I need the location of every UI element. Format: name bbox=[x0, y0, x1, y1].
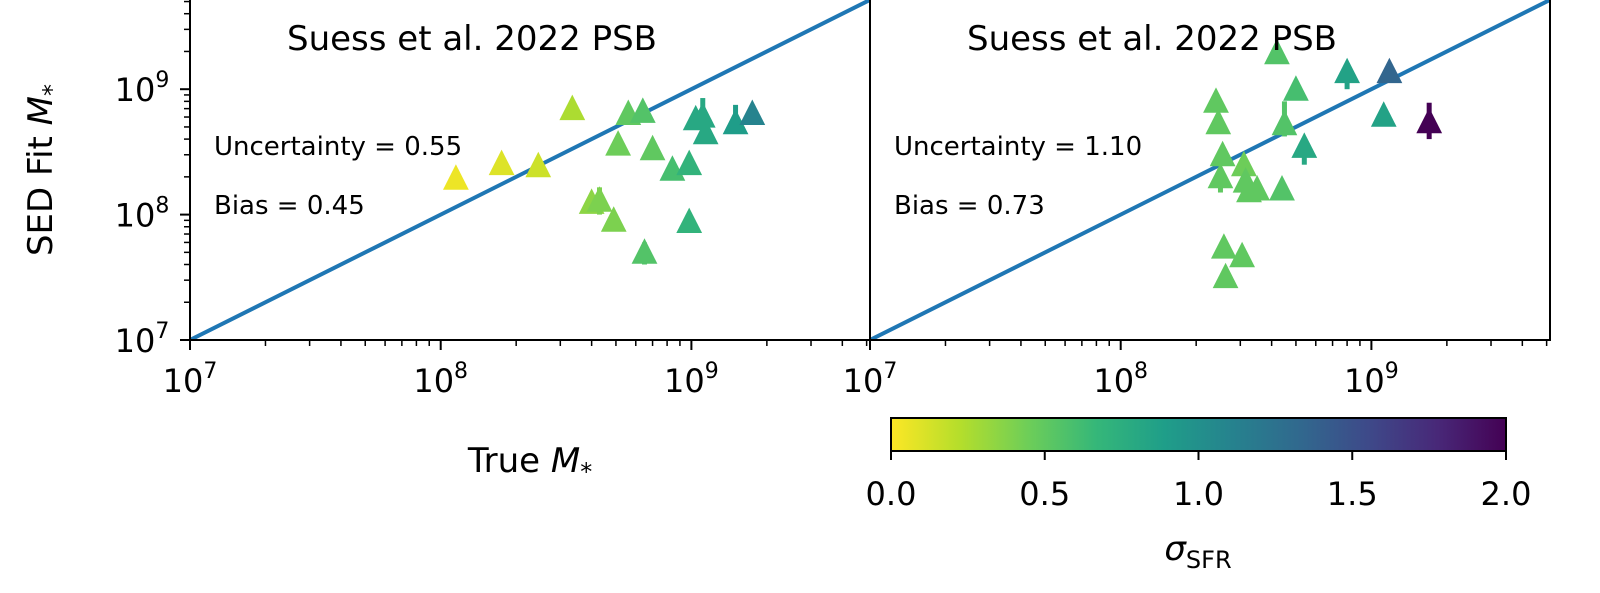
right-x-tick-label: 109 bbox=[1344, 359, 1399, 400]
right-point-5 bbox=[1212, 262, 1239, 289]
right-point-10 bbox=[1244, 175, 1270, 201]
left-x-tick-label: 107 bbox=[163, 359, 218, 400]
left-y-tick-label: 108 bbox=[115, 194, 170, 235]
left-point-10 bbox=[631, 238, 658, 264]
right-point-6 bbox=[1229, 241, 1255, 268]
left-panel-title: Suess et al. 2022 PSB bbox=[287, 19, 657, 59]
left-x-tick-label: 108 bbox=[413, 359, 468, 400]
left-point-13 bbox=[676, 149, 703, 176]
colorbar-tick-label: 2.0 bbox=[1481, 475, 1532, 513]
left-points bbox=[443, 94, 766, 265]
right-panel-title: Suess et al. 2022 PSB bbox=[967, 19, 1337, 59]
left-y-ticks: 1071081091010 bbox=[115, 0, 190, 360]
right-point-18 bbox=[1376, 57, 1403, 84]
left-x-tick-label: 109 bbox=[664, 359, 719, 400]
right-point-0 bbox=[1203, 87, 1229, 113]
colorbar-tick-label: 0.5 bbox=[1019, 475, 1070, 513]
left-point-0 bbox=[443, 164, 469, 190]
colorbar-tick-label: 1.0 bbox=[1173, 475, 1224, 513]
right-point-4 bbox=[1211, 233, 1237, 259]
right-axes-frame bbox=[869, 0, 1551, 341]
right-x-tick-label: 107 bbox=[843, 359, 898, 400]
right-point-15 bbox=[1291, 132, 1318, 158]
left-point-14 bbox=[676, 207, 703, 233]
x-axis-label: True M* bbox=[467, 441, 592, 486]
right-panel: Suess et al. 2022 PSB Uncertainty = 1.10… bbox=[843, 0, 1551, 400]
right-x-ticks: 107 108 109 bbox=[843, 340, 1548, 400]
right-point-19 bbox=[1416, 107, 1443, 134]
right-point-2 bbox=[1207, 162, 1234, 189]
left-uncertainty-label: Uncertainty = 0.55 bbox=[214, 132, 462, 162]
left-point-2 bbox=[525, 151, 552, 178]
left-point-6 bbox=[600, 206, 627, 232]
colorbar-ticks: 0.0 0.5 1.0 1.5 2.0 bbox=[866, 451, 1532, 513]
left-point-9 bbox=[629, 97, 656, 123]
left-point-17 bbox=[692, 118, 719, 145]
left-panel: Suess et al. 2022 PSB Uncertainty = 0.55… bbox=[115, 0, 871, 400]
right-uncertainty-label: Uncertainty = 1.10 bbox=[894, 132, 1142, 162]
left-y-tick-label: 109 bbox=[115, 68, 170, 109]
left-point-1 bbox=[488, 149, 515, 176]
left-point-18 bbox=[722, 108, 749, 135]
colorbar-tick-label: 1.5 bbox=[1327, 475, 1378, 513]
left-point-11 bbox=[639, 134, 666, 161]
colorbar-label: σSFR bbox=[1164, 529, 1231, 574]
left-point-16 bbox=[689, 102, 716, 128]
right-point-17 bbox=[1370, 101, 1397, 127]
right-point-3 bbox=[1209, 140, 1236, 167]
left-point-19 bbox=[739, 99, 766, 125]
left-bias-label: Bias = 0.45 bbox=[214, 191, 365, 221]
left-y-tick-label: 107 bbox=[115, 319, 170, 360]
right-point-1 bbox=[1205, 108, 1232, 135]
right-bias-label: Bias = 0.73 bbox=[894, 191, 1045, 221]
right-point-7 bbox=[1231, 150, 1257, 177]
colorbar-tick-label: 0.0 bbox=[866, 475, 917, 513]
left-point-5 bbox=[586, 186, 613, 212]
left-x-ticks: 107 108 109 bbox=[163, 340, 868, 400]
right-point-16 bbox=[1334, 57, 1360, 84]
right-point-13 bbox=[1271, 109, 1298, 136]
left-point-3 bbox=[559, 94, 586, 121]
right-point-12 bbox=[1269, 175, 1295, 201]
right-point-11 bbox=[1264, 38, 1290, 65]
y-axis-label: SED Fit M* bbox=[21, 84, 66, 256]
right-point-14 bbox=[1283, 75, 1309, 101]
right-x-tick-label: 108 bbox=[1093, 359, 1148, 400]
colorbar: 0.0 0.5 1.0 1.5 2.0 σSFR bbox=[866, 417, 1532, 574]
right-one-to-one-line bbox=[870, 0, 1550, 340]
colorbar-gradient bbox=[890, 417, 1507, 452]
left-one-to-one-line bbox=[190, 0, 870, 340]
left-point-7 bbox=[605, 130, 631, 156]
right-points bbox=[1203, 38, 1443, 289]
